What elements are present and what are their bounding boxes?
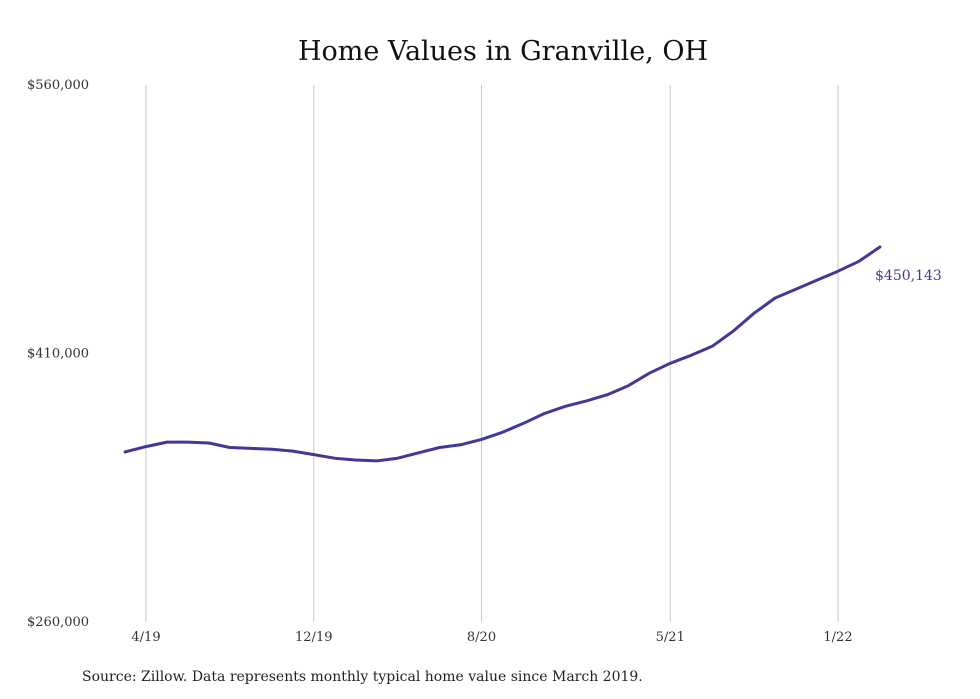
y-tick-label: $260,000 [27,615,89,630]
gridlines [145,85,839,622]
x-tick-label: 1/22 [823,630,852,645]
x-axis-tick-labels: 4/19 12/19 8/20 5/21 1/22 [131,630,852,645]
y-tick-label: $560,000 [27,78,89,93]
x-tick-label: 12/19 [295,630,332,645]
series-line [123,245,882,463]
series-group [123,245,882,463]
chart-title: Home Values in Granville, OH [298,36,708,67]
y-axis-tick-labels: $560,000 $410,000 $260,000 [27,78,89,630]
x-tick-label: 4/19 [131,630,160,645]
x-tick-label: 5/21 [656,630,685,645]
source-note: Source: Zillow. Data represents monthly … [82,669,643,685]
x-tick-label: 8/20 [467,630,496,645]
y-tick-label: $410,000 [27,347,89,362]
end-value-label: $450,143 [875,268,942,284]
